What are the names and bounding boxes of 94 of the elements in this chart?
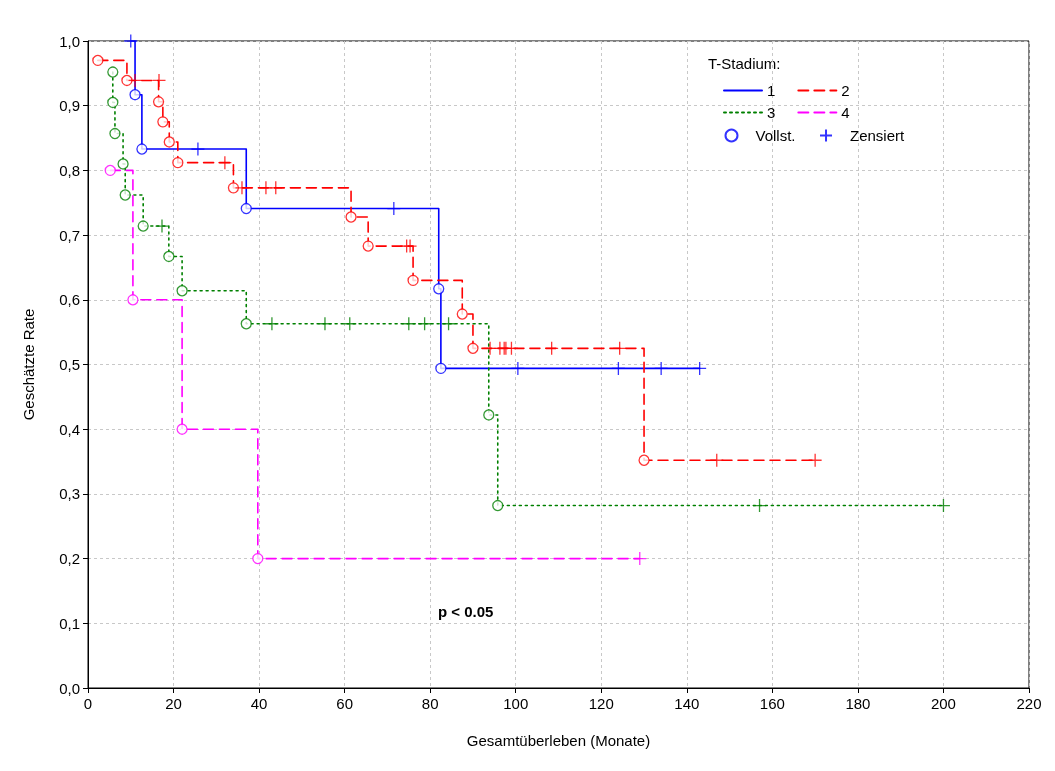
point [104, 164, 116, 177]
point [456, 308, 468, 320]
point [234, 180, 250, 196]
legend-title: T-Stadium: [708, 55, 781, 72]
annotation: p < 0.05 [438, 603, 494, 620]
point [632, 551, 647, 566]
point [227, 182, 240, 194]
x-tick-label: 80 [421, 695, 439, 712]
y-tick-label: 0,3 [59, 485, 80, 503]
x-tick-label: 40 [250, 695, 268, 712]
x-tick-label: 100 [503, 695, 529, 712]
y-tick-label: 0,8 [59, 161, 80, 179]
point [936, 498, 951, 513]
point [163, 136, 175, 148]
y-tick-label: 0,9 [59, 97, 80, 115]
y-tick-label: 0,2 [59, 550, 80, 568]
y-axis-title: Geschätzte Rate [20, 308, 37, 421]
point [807, 453, 823, 468]
point [317, 316, 333, 331]
x-tick-label: 20 [165, 695, 182, 712]
point [345, 211, 357, 223]
point [752, 498, 767, 513]
point [152, 96, 165, 108]
x-tick-label: 160 [759, 695, 785, 712]
point [483, 409, 495, 421]
point [127, 294, 139, 306]
point [154, 218, 170, 234]
point [240, 202, 252, 215]
point [264, 316, 280, 331]
point [121, 74, 133, 87]
point [136, 143, 148, 155]
point [612, 341, 627, 356]
point [692, 361, 707, 376]
legend-label: Zensiert [850, 127, 906, 144]
y-tick-label: 0,5 [59, 356, 80, 373]
point [217, 155, 233, 170]
y-tick-label: 0,0 [59, 679, 80, 697]
x-tick-label: 180 [845, 695, 871, 712]
point [92, 54, 104, 67]
legend-label: Vollst. [755, 127, 796, 144]
point [252, 552, 264, 565]
point [268, 180, 283, 196]
point [407, 274, 419, 287]
point [157, 116, 169, 128]
point [510, 361, 526, 376]
point [441, 316, 456, 331]
point [709, 453, 724, 468]
legend-label: 3 [767, 104, 776, 121]
x-tick-label: 200 [930, 695, 956, 712]
point [107, 96, 119, 109]
point [402, 238, 418, 254]
y-tick-label: 0,6 [59, 291, 80, 309]
y-tick-label: 1,0 [59, 32, 80, 50]
point [137, 220, 149, 232]
y-tick-label: 0,7 [59, 226, 80, 244]
x-tick-label: 0 [83, 695, 93, 712]
point [127, 73, 143, 88]
x-tick-label: 60 [336, 695, 353, 712]
x-tick-label: 120 [588, 695, 614, 712]
point [401, 316, 416, 331]
point [654, 361, 669, 376]
point [417, 316, 432, 331]
point [492, 499, 504, 512]
legend-label: 1 [767, 82, 776, 99]
legend-label: 4 [841, 104, 850, 121]
point [240, 318, 252, 330]
x-tick-label: 220 [1016, 695, 1042, 712]
y-tick-label: 0,1 [59, 614, 80, 632]
point [467, 342, 479, 354]
point [163, 250, 175, 263]
x-tick-label: 140 [674, 695, 700, 712]
point [129, 89, 141, 101]
point [386, 201, 401, 216]
point [362, 240, 374, 252]
point [176, 423, 188, 435]
point [176, 285, 188, 297]
point [119, 189, 131, 201]
point [611, 361, 626, 376]
point [435, 362, 447, 375]
point [638, 454, 650, 466]
point [117, 158, 129, 170]
point [342, 316, 357, 331]
point [151, 73, 167, 88]
x-axis-title: Gesamtüberleben (Monate) [466, 732, 651, 749]
legend-label: 2 [841, 82, 850, 99]
point [123, 33, 138, 49]
point [190, 141, 206, 157]
point [172, 156, 184, 169]
point [107, 66, 119, 78]
y-tick-label: 0,4 [59, 420, 80, 438]
point [433, 283, 445, 295]
point [544, 341, 559, 356]
point [109, 127, 121, 140]
point [504, 341, 519, 356]
